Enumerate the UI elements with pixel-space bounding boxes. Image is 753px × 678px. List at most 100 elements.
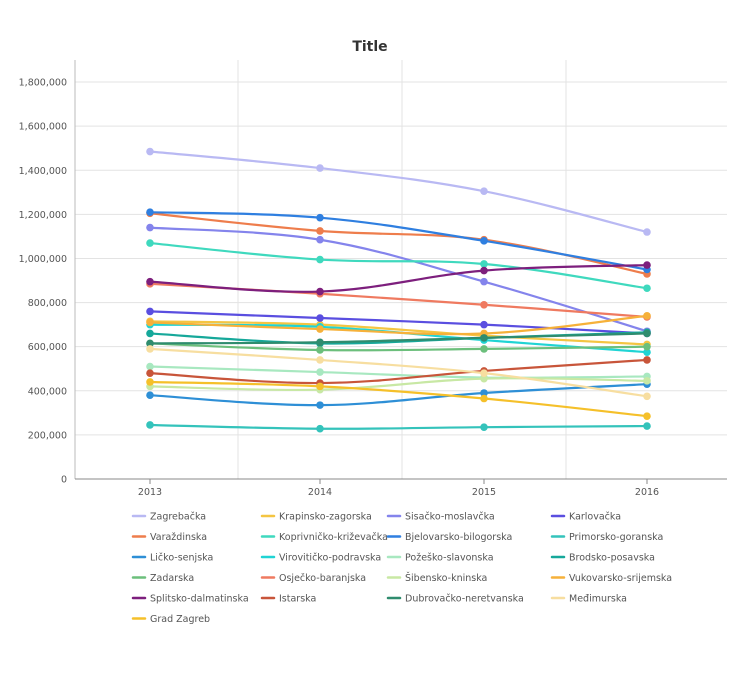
- legend-item[interactable]: Bjelovarsko-bilogorska: [386, 532, 512, 543]
- data-point: [316, 164, 324, 172]
- series: [146, 312, 651, 338]
- legend-label: Splitsko-dalmatinska: [150, 594, 249, 605]
- legend-item[interactable]: Istarska: [260, 594, 316, 605]
- legend-item[interactable]: Karlovačka: [550, 512, 621, 523]
- legend-label: Dubrovačko-neretvanska: [405, 594, 524, 605]
- series-line: [149, 263, 648, 293]
- data-point: [480, 369, 488, 377]
- x-tick-label: 2013: [138, 487, 162, 498]
- data-point: [480, 237, 488, 245]
- data-point: [146, 421, 154, 429]
- data-point: [643, 228, 651, 236]
- series-line: [149, 342, 648, 352]
- series-line: [149, 365, 648, 379]
- legend-item[interactable]: Sisačko-moslavčka: [386, 512, 495, 523]
- legend-item[interactable]: Grad Zagreb: [131, 614, 210, 625]
- data-point: [146, 307, 154, 316]
- data-point: [643, 412, 651, 420]
- legend-item[interactable]: Dubrovačko-neretvanska: [386, 594, 524, 605]
- legend-label: Vukovarsko-srijemska: [569, 573, 672, 584]
- series-lines: [146, 147, 651, 433]
- legend-item[interactable]: Ličko-senjska: [131, 553, 213, 564]
- data-point: [480, 423, 488, 431]
- legend-label: Bjelovarsko-bilogorska: [405, 532, 512, 543]
- legend-item[interactable]: Virovitičko-podravska: [260, 553, 381, 564]
- data-point: [316, 235, 324, 244]
- data-point: [480, 345, 488, 353]
- legend-label: Krapinsko-zagorska: [279, 512, 372, 523]
- data-point: [480, 394, 488, 403]
- data-point: [480, 277, 488, 286]
- legend-item[interactable]: Vukovarsko-srijemska: [550, 573, 672, 584]
- series-line: [149, 150, 648, 234]
- legend-item[interactable]: Šibensko-kninska: [386, 572, 487, 584]
- legend-item[interactable]: Krapinsko-zagorska: [260, 512, 372, 523]
- series: [146, 261, 651, 296]
- data-point: [146, 369, 154, 377]
- data-point: [146, 318, 154, 327]
- legend-item[interactable]: Primorsko-goranska: [550, 532, 663, 543]
- data-point: [146, 329, 154, 338]
- legend-item[interactable]: Zagrebačka: [131, 512, 206, 523]
- data-point: [643, 348, 651, 356]
- data-point: [480, 260, 488, 268]
- series-line: [149, 241, 648, 290]
- legend-item[interactable]: Zadarska: [131, 573, 194, 584]
- data-point: [480, 374, 488, 383]
- data-point: [643, 377, 651, 385]
- x-tick-label: 2015: [472, 487, 496, 498]
- y-tick-label: 200,000: [28, 430, 67, 441]
- data-point: [480, 300, 488, 309]
- legend-item[interactable]: Osječko-baranjska: [260, 573, 366, 584]
- data-point: [643, 392, 651, 401]
- series: [146, 208, 651, 274]
- legend-item[interactable]: Međimurska: [550, 594, 627, 605]
- chart-title: Title: [352, 39, 387, 55]
- legend-label: Istarska: [279, 594, 316, 605]
- data-point: [146, 339, 154, 348]
- data-point: [316, 346, 324, 354]
- data-point: [480, 320, 488, 329]
- series-line: [149, 332, 648, 345]
- legend-label: Karlovačka: [569, 512, 621, 523]
- y-tick-label: 400,000: [28, 386, 67, 397]
- x-tick-label: 2016: [635, 487, 659, 498]
- series-line: [149, 377, 648, 392]
- legend-item[interactable]: Koprivničko-križevačka: [260, 532, 388, 543]
- data-point: [146, 345, 154, 353]
- legend-label: Požeško-slavonska: [405, 553, 494, 564]
- series-line: [149, 383, 648, 407]
- legend-label: Virovitičko-podravska: [279, 553, 381, 564]
- y-tick-label: 1,600,000: [19, 122, 67, 133]
- data-point: [316, 314, 324, 322]
- data-point: [316, 325, 324, 333]
- data-point: [316, 382, 324, 391]
- axes: 0 200,000 400,000 600,000 800,000 1,000,000 1,…: [19, 60, 727, 498]
- y-tick-label: 0: [61, 475, 67, 486]
- legend-item[interactable]: Brodsko-posavska: [550, 553, 655, 564]
- y-tick-label: 800,000: [28, 298, 67, 309]
- legend[interactable]: Zagrebačka Krapinsko-zagorska Sisačko-mosl…: [131, 512, 672, 626]
- y-tick-label: 600,000: [28, 342, 67, 353]
- series-line: [149, 310, 648, 335]
- legend-label: Sisačko-moslavčka: [405, 512, 495, 523]
- y-tick-label: 1,800,000: [19, 78, 67, 89]
- legend-item[interactable]: Požeško-slavonska: [386, 553, 494, 564]
- series-line: [149, 358, 648, 385]
- series: [146, 378, 651, 420]
- data-point: [480, 334, 488, 342]
- legend-item[interactable]: Varaždinska: [131, 532, 207, 543]
- legend-item[interactable]: Splitsko-dalmatinska: [131, 594, 249, 605]
- series-line: [149, 347, 648, 398]
- x-tick-label: 2014: [308, 487, 332, 498]
- legend-label: Koprivničko-križevačka: [279, 532, 388, 543]
- data-point: [316, 213, 324, 222]
- data-point: [643, 422, 651, 430]
- series-line: [149, 331, 648, 345]
- series-line: [149, 226, 648, 333]
- series: [146, 223, 651, 336]
- data-point: [316, 338, 324, 347]
- data-point: [643, 356, 651, 364]
